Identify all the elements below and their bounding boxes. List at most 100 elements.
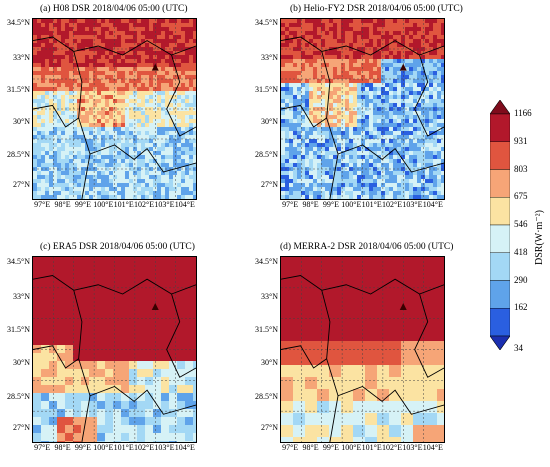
dsr-cell <box>161 119 166 124</box>
dsr-cell <box>329 155 334 160</box>
dsr-cell <box>133 155 138 160</box>
dsr-cell <box>413 341 426 354</box>
dsr-cell <box>65 131 70 136</box>
dsr-cell <box>421 131 426 136</box>
dsr-cell <box>413 147 418 152</box>
dsr-cell <box>373 71 378 76</box>
dsr-cell <box>329 389 342 402</box>
dsr-cell <box>161 401 170 410</box>
dsr-cell <box>177 191 182 196</box>
dsr-cell <box>289 43 294 48</box>
dsr-cell <box>293 23 298 28</box>
dsr-cell <box>357 47 362 52</box>
dsr-cell <box>173 187 178 192</box>
dsr-cell <box>409 79 414 84</box>
dsr-cell <box>105 417 114 426</box>
dsr-cell <box>177 171 182 176</box>
dsr-cell <box>429 35 434 40</box>
dsr-cell <box>33 191 38 196</box>
dsr-cell <box>109 39 114 44</box>
dsr-cell <box>37 119 42 124</box>
dsr-cell <box>137 23 142 28</box>
dsr-cell <box>129 75 134 80</box>
dsr-cell <box>85 19 90 24</box>
dsr-cell <box>57 95 62 100</box>
dsr-cell <box>89 99 94 104</box>
dsr-cell <box>349 27 354 32</box>
lon-label: 104°E <box>422 200 443 209</box>
dsr-cell <box>33 63 38 68</box>
dsr-cell <box>337 63 342 68</box>
dsr-cell <box>169 329 178 338</box>
dsr-cell <box>61 111 66 116</box>
dsr-cell <box>125 167 130 172</box>
dsr-cell <box>405 91 410 96</box>
dsr-cell <box>113 99 118 104</box>
dsr-cell <box>109 75 114 80</box>
dsr-cell <box>85 191 90 196</box>
dsr-cell <box>389 119 394 124</box>
dsr-cell <box>97 95 102 100</box>
dsr-cell <box>97 131 102 136</box>
dsr-cell <box>437 257 444 270</box>
dsr-cell <box>101 35 106 40</box>
dsr-cell <box>329 175 334 180</box>
lat-label: 30°N <box>261 117 278 127</box>
dsr-cell <box>69 23 74 28</box>
colorbar-segment <box>489 169 511 198</box>
dsr-cell <box>189 139 194 144</box>
dsr-cell <box>153 385 162 394</box>
dsr-cell <box>81 103 86 108</box>
dsr-cell <box>405 83 410 88</box>
dsr-cell <box>57 163 62 168</box>
dsr-cell <box>113 393 122 402</box>
dsr-cell <box>389 63 394 68</box>
dsr-cell <box>429 131 434 136</box>
dsr-cell <box>161 171 166 176</box>
dsr-cell <box>409 35 414 40</box>
dsr-cell <box>125 131 130 136</box>
dsr-cell <box>125 183 130 188</box>
dsr-cell <box>397 91 402 96</box>
dsr-cell <box>157 175 162 180</box>
dsr-cell <box>409 187 414 192</box>
dsr-cell <box>413 115 418 120</box>
dsr-cell <box>173 123 178 128</box>
dsr-cell <box>281 365 294 378</box>
dsr-cell <box>129 321 138 330</box>
dsr-cell <box>349 71 354 76</box>
dsr-cell <box>57 99 62 104</box>
dsr-cell <box>425 389 438 402</box>
dsr-cell <box>185 83 190 88</box>
dsr-cell <box>113 281 122 290</box>
dsr-cell <box>437 191 442 196</box>
dsr-cell <box>429 99 434 104</box>
dsr-cell <box>121 377 130 386</box>
dsr-cell <box>189 63 194 68</box>
dsr-cell <box>37 75 42 80</box>
dsr-cell <box>173 159 178 164</box>
dsr-cell <box>117 91 122 96</box>
dsr-cell <box>437 103 442 108</box>
dsr-cell <box>333 59 338 64</box>
dsr-cell <box>305 159 310 164</box>
dsr-cell <box>325 35 330 40</box>
dsr-cell <box>413 171 418 176</box>
dsr-cell <box>401 353 414 366</box>
dsr-cell <box>41 39 46 44</box>
dsr-cell <box>113 111 118 116</box>
dsr-cell <box>389 195 394 199</box>
dsr-cell <box>325 135 330 140</box>
dsr-cell <box>89 369 98 378</box>
dsr-cell <box>381 183 386 188</box>
dsr-cell <box>425 305 438 318</box>
dsr-cell <box>121 425 130 434</box>
dsr-cell <box>113 195 118 199</box>
dsr-cell <box>129 187 134 192</box>
dsr-cell <box>369 143 374 148</box>
dsr-cell <box>53 131 58 136</box>
dsr-cell <box>305 91 310 96</box>
dsr-cell <box>397 119 402 124</box>
dsr-cell <box>73 127 78 132</box>
dsr-cell <box>417 179 422 184</box>
